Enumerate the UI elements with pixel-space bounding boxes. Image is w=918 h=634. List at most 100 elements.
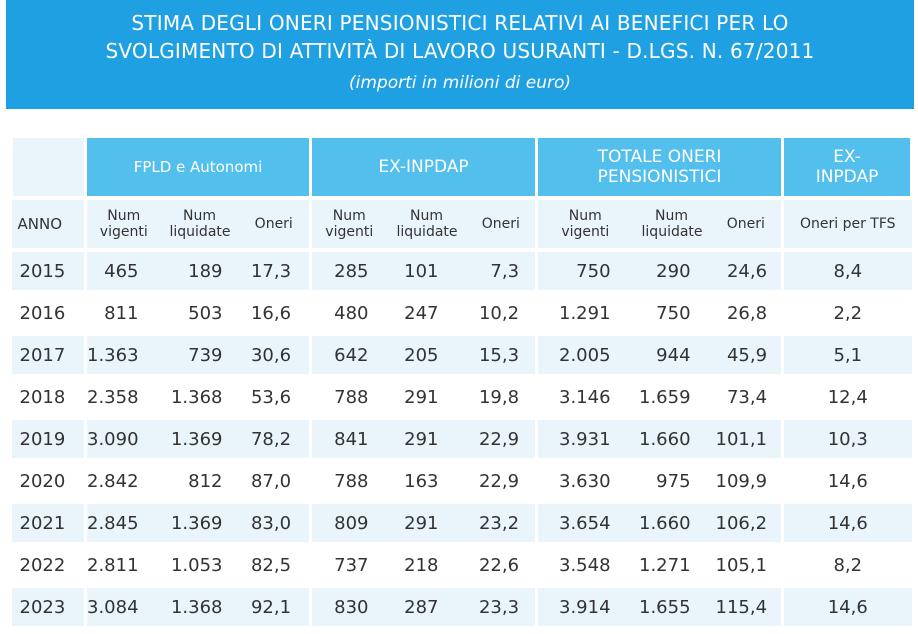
subheader-num-vigenti: Num vigenti [535,198,633,252]
subheader-oneri: Oneri [238,198,311,252]
value-cell: 16,6 [238,292,311,336]
year-cell: 2015 [11,250,86,294]
table-body: 2015 465 189 17,3 285 101 7,3 750 290 24,6 8,4 2016… [11,250,912,630]
title-line-1: STIMA DEGLI ONERI PENSIONISTICI RELATIVI… [131,11,789,35]
table-row: 2018 2.358 1.368 53,6 788 291 19,8 3.146 1.659 73… [11,376,912,420]
value-cell: 812 [160,460,239,504]
value-cell: 642 [309,334,387,378]
value-cell: 285 [309,250,387,294]
pension-costs-table: FPLD e Autonomi EX-INPDAP TOTALE ONERI P… [10,138,914,630]
value-cell: 22,6 [466,544,537,588]
value-cell: 830 [309,586,387,630]
value-cell: 15,3 [466,334,537,378]
table-row: 2017 1.363 739 30,6 642 205 15,3 2.005 944 45,9 5,… [11,334,912,378]
value-cell: 106,2 [710,502,783,546]
value-cell: 82,5 [238,544,311,588]
group-header-exinpdap-tfs: EX-INPDAP [781,138,914,200]
header-corner [10,138,87,200]
year-cell: 2022 [11,544,86,588]
table-row: 2022 2.811 1.053 82,5 737 218 22,6 3.548 1.271 10… [11,544,912,588]
value-cell: 189 [160,250,239,294]
table-row: 2023 3.084 1.368 92,1 830 287 23,3 3.914 1.655 11… [11,586,912,630]
value-cell: 14,6 [781,586,912,630]
group-header-totale: TOTALE ONERI PENSIONISTICI [535,138,785,200]
subheader-num-vigenti: Num vigenti [84,198,161,252]
table-row: 2016 811 503 16,6 480 247 10,2 1.291 750 26,8 2,2 [11,292,912,336]
table-row: 2015 465 189 17,3 285 101 7,3 750 290 24,6 8,4 [11,250,912,294]
value-cell: 975 [632,460,711,504]
value-cell: 12,4 [781,376,912,420]
value-cell: 3.548 [535,544,633,588]
value-cell: 291 [386,502,467,546]
value-cell: 22,9 [466,418,537,462]
value-cell: 1.660 [632,418,711,462]
subtitle: (importi in milioni di euro) [349,73,571,93]
value-cell: 115,4 [710,586,783,630]
value-cell: 1.369 [160,502,239,546]
value-cell: 87,0 [238,460,311,504]
value-cell: 1.655 [632,586,711,630]
value-cell: 841 [309,418,387,462]
value-cell: 78,2 [238,418,311,462]
value-cell: 2.845 [84,502,161,546]
subheader-num-liquidate: Num liquidate [386,198,467,252]
value-cell: 14,6 [781,460,912,504]
value-cell: 287 [386,586,467,630]
year-cell: 2021 [11,502,86,546]
value-cell: 788 [309,460,387,504]
value-cell: 1.660 [632,502,711,546]
value-cell: 465 [84,250,161,294]
value-cell: 2.842 [84,460,161,504]
value-cell: 809 [309,502,387,546]
value-cell: 1.053 [160,544,239,588]
year-cell: 2023 [11,586,86,630]
value-cell: 3.090 [84,418,161,462]
value-cell: 750 [632,292,711,336]
value-cell: 291 [386,376,467,420]
value-cell: 23,2 [466,502,537,546]
group-header-exinpdap: EX-INPDAP [309,138,539,200]
value-cell: 3.654 [535,502,633,546]
year-cell: 2020 [11,460,86,504]
value-cell: 3.084 [84,586,161,630]
value-cell: 26,8 [710,292,783,336]
value-cell: 7,3 [466,250,537,294]
year-cell: 2019 [11,418,86,462]
value-cell: 788 [309,376,387,420]
group-header-row: FPLD e Autonomi EX-INPDAP TOTALE ONERI P… [10,138,914,200]
value-cell: 109,9 [710,460,783,504]
value-cell: 480 [309,292,387,336]
table-row: 2021 2.845 1.369 83,0 809 291 23,2 3.654 1.660 10… [11,502,912,546]
value-cell: 1.363 [84,334,161,378]
value-cell: 291 [386,418,467,462]
value-cell: 17,3 [238,250,311,294]
subheader-row: ANNO Num vigenti Num liquidate Oneri Num… [11,198,912,252]
subheader-oneri: Oneri [710,198,783,252]
value-cell: 5,1 [781,334,912,378]
value-cell: 45,9 [710,334,783,378]
value-cell: 92,1 [238,586,311,630]
value-cell: 30,6 [238,334,311,378]
value-cell: 1.659 [632,376,711,420]
value-cell: 101 [386,250,467,294]
value-cell: 739 [160,334,239,378]
value-cell: 218 [386,544,467,588]
value-cell: 2.358 [84,376,161,420]
year-cell: 2018 [11,376,86,420]
subheader-num-liquidate: Num liquidate [632,198,711,252]
value-cell: 944 [632,334,711,378]
value-cell: 10,3 [781,418,912,462]
value-cell: 247 [386,292,467,336]
value-cell: 101,1 [710,418,783,462]
subheader-oneri-tfs: Oneri per TFS [781,198,912,252]
year-cell: 2017 [11,334,86,378]
group-header-fpld: FPLD e Autonomi [83,138,313,200]
value-cell: 750 [535,250,633,294]
value-cell: 3.630 [535,460,633,504]
value-cell: 205 [386,334,467,378]
table-row: 2019 3.090 1.369 78,2 841 291 22,9 3.931 1.660 10… [11,418,912,462]
value-cell: 3.146 [535,376,633,420]
value-cell: 1.369 [160,418,239,462]
subheader-oneri: Oneri [466,198,537,252]
value-cell: 10,2 [466,292,537,336]
